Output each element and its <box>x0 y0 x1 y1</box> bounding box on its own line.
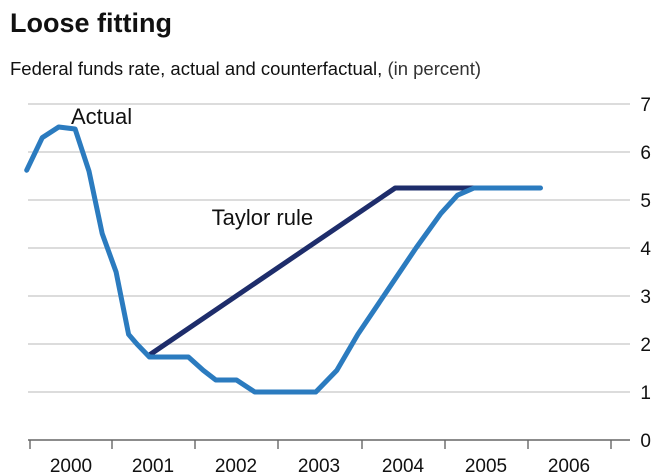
x-tick-label: 2003 <box>298 456 340 474</box>
gridlines <box>28 103 630 393</box>
series-line-taylor-rule <box>146 185 477 358</box>
y-tick-label: 6 <box>640 143 651 164</box>
y-tick-label: 0 <box>640 431 651 452</box>
chart-subtitle: Federal funds rate, actual and counterfa… <box>10 58 481 80</box>
series-line-actual <box>24 124 543 395</box>
y-tick-label: 4 <box>640 239 651 260</box>
series-lines <box>24 124 543 395</box>
chart-title: Loose fitting <box>10 8 172 38</box>
y-tick-label: 3 <box>640 287 651 308</box>
x-tick-label: 2004 <box>382 456 425 474</box>
x-tick-label: 2000 <box>50 456 92 474</box>
subtitle-text: Federal funds rate, actual and counterfa… <box>10 58 383 79</box>
x-tick-label: 2006 <box>548 456 590 474</box>
y-tick-label: 1 <box>640 383 651 404</box>
series-annotation: Taylor rule <box>212 205 313 230</box>
annotations: Actual Taylor rule <box>71 104 313 230</box>
series-annotation: Actual <box>71 104 132 129</box>
x-tick-label: 2002 <box>215 456 257 474</box>
y-tick-label: 7 <box>640 95 651 116</box>
subtitle-unit: (in percent) <box>387 58 482 79</box>
y-tick-label: 5 <box>640 191 651 212</box>
x-tick-label: 2001 <box>132 456 174 474</box>
y-tick-label: 2 <box>640 335 651 356</box>
y-axis: 0 1 2 3 4 5 6 7 <box>640 95 651 452</box>
x-axis: 2000 2001 2002 2003 2004 2005 2006 <box>28 439 630 474</box>
x-tick-label: 2005 <box>465 456 507 474</box>
